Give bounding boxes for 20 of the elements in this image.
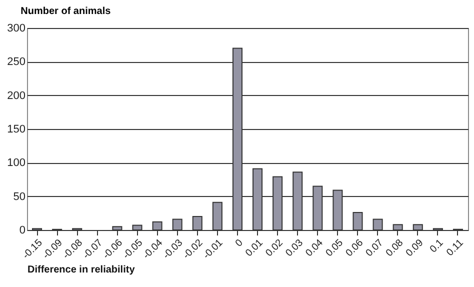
y-tick-label: 100 — [7, 157, 26, 170]
x-tick-label: 0 — [234, 237, 246, 250]
y-tick-label: 200 — [7, 90, 26, 102]
x-tick-label: 0.1 — [428, 237, 446, 256]
x-tick-label: 0.06 — [344, 237, 366, 260]
x-tick-label: 0.03 — [284, 237, 306, 260]
x-tick-label: 0.08 — [384, 237, 406, 260]
x-tick-label: 0.11 — [444, 237, 466, 259]
y-tick-label: 150 — [7, 124, 26, 136]
y-tick-label: 250 — [7, 56, 26, 68]
x-axis-title: Difference in reliability — [28, 264, 136, 276]
x-tick-label: 0.09 — [404, 237, 426, 260]
y-tick-label: 0 — [19, 224, 26, 236]
y-tick-label: 50 — [13, 190, 26, 203]
y-axis-title: Number of animals — [20, 6, 112, 17]
y-tick-label: 300 — [7, 22, 26, 34]
x-tick-label: 0.04 — [304, 237, 326, 260]
x-tick-label: 0.05 — [324, 237, 346, 260]
x-tick-label: 0.01 — [244, 237, 266, 260]
x-tick-label: 0.02 — [264, 237, 286, 260]
